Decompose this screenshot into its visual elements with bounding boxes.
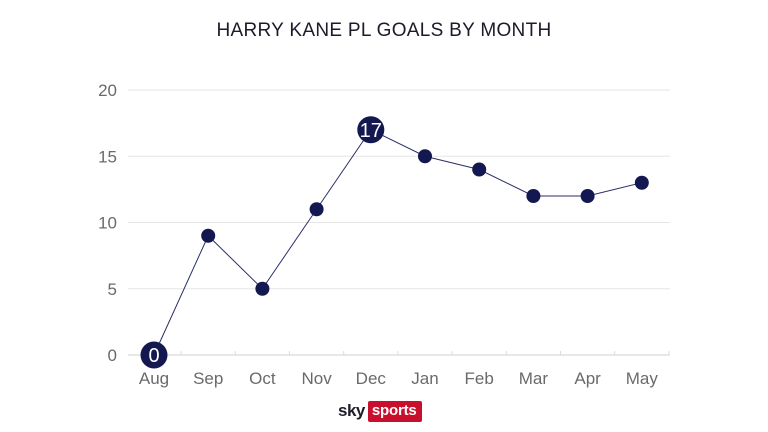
- x-tick-label-apr: Apr: [574, 369, 601, 388]
- x-tick-label-dec: Dec: [356, 369, 387, 388]
- chart-title: HARRY KANE PL GOALS BY MONTH: [216, 20, 552, 41]
- y-tick-label-5: 5: [108, 280, 117, 299]
- data-point-apr: [580, 189, 595, 203]
- y-tick-label-10: 10: [98, 214, 117, 233]
- x-tick-label-aug: Aug: [139, 369, 169, 388]
- x-tick-label-may: May: [626, 369, 659, 388]
- highlight-marker-aug: [140, 341, 168, 369]
- sky-sports-logo: sky sports: [338, 400, 422, 422]
- series-line: [153, 129, 642, 356]
- logo-sky-text: sky: [338, 401, 365, 420]
- data-point-sep: [201, 228, 216, 243]
- y-tick-label-15: 15: [98, 147, 117, 166]
- data-point-feb: [472, 162, 487, 177]
- logo-sports-text: sports: [367, 400, 422, 422]
- x-tick-label-mar: Mar: [519, 369, 549, 388]
- data-point-may: [634, 175, 649, 190]
- data-point-oct: [255, 281, 270, 296]
- data-point-jan: [418, 149, 432, 164]
- y-tick-label-0: 0: [108, 346, 117, 365]
- x-tick-label-sep: Sep: [193, 369, 223, 388]
- x-tick-label-oct: Oct: [249, 369, 276, 388]
- y-tick-label-20: 20: [98, 81, 117, 100]
- data-label-aug: 0: [148, 345, 159, 367]
- x-tick-label-feb: Feb: [465, 369, 494, 388]
- data-point-mar: [526, 189, 541, 203]
- x-tick-label-jan: Jan: [411, 369, 438, 388]
- x-tick-label-nov: Nov: [301, 369, 332, 388]
- data-point-nov: [309, 202, 324, 217]
- highlight-marker-dec: [357, 116, 385, 144]
- data-label-dec: 17: [360, 120, 382, 142]
